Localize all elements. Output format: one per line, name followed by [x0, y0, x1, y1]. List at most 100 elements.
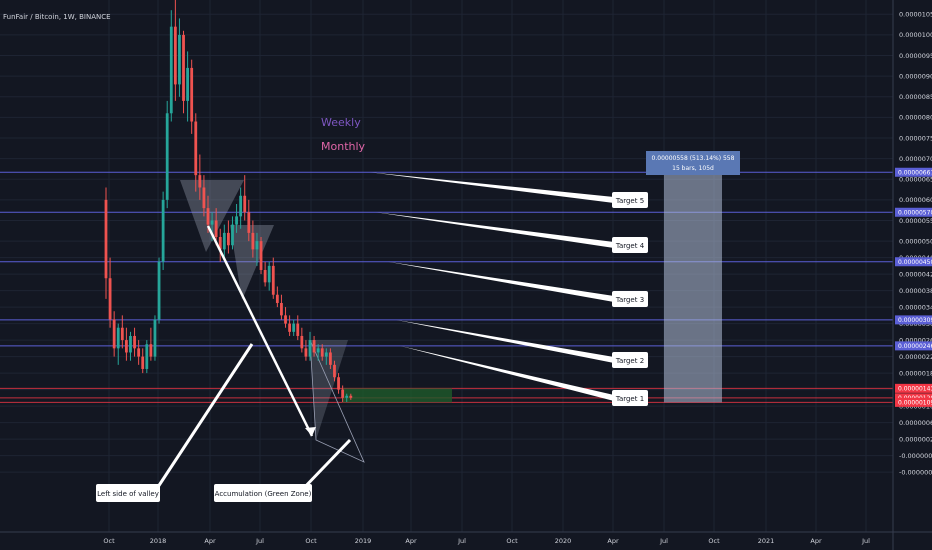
target-callout-box: [612, 352, 648, 368]
target-callout-box: [612, 237, 648, 253]
target-callout-label: Target 5: [615, 197, 644, 205]
downtrend-arrowhead: [305, 427, 316, 436]
candle-body: [169, 26, 173, 114]
candle-body: [239, 195, 243, 217]
price-labels: 0.00000667 0.00000570 0.00000450 0.00000309…: [895, 167, 932, 407]
candle-body: [231, 224, 234, 246]
candle-body: [173, 26, 177, 85]
measure-range-box: [664, 172, 722, 403]
target-callout-label: Target 2: [615, 357, 644, 365]
price-tick-label: 0.00000500: [899, 237, 932, 245]
candle-body: [222, 232, 226, 250]
time-tick-label: Oct: [506, 537, 518, 545]
grid: [0, 0, 893, 532]
price-tick-label: 0.00000750: [899, 134, 932, 142]
triangle-pattern-3: [310, 340, 348, 440]
candle-body: [125, 340, 128, 353]
candle-body: [308, 340, 312, 357]
price-label-text: 0.00000309: [898, 317, 932, 324]
price-axis[interactable]: 0.00001050 0.00001000 0.00000950 0.00000900…: [892, 0, 932, 550]
time-tick-label: Jul: [457, 537, 466, 545]
time-tick-label: 2019: [355, 537, 372, 545]
candle-body: [161, 199, 165, 262]
triangle-pattern-2: [230, 225, 274, 300]
legend-weekly: Weekly: [321, 111, 361, 130]
candle-body: [108, 278, 112, 320]
price-label-box: [895, 397, 932, 407]
price-tick-label: 0.00000340: [899, 303, 932, 311]
candle-body: [284, 315, 287, 324]
price-tick-label: 0.00000650: [899, 176, 932, 184]
price-tick-label: 0.00000800: [899, 114, 932, 122]
chart-title-text: FunFair / Bitcoin, 1W, BINANCE: [3, 13, 111, 21]
measure-label-box: [646, 151, 740, 175]
legend-weekly-label: Weekly: [321, 116, 361, 129]
price-label-text: 0.00000450: [898, 259, 932, 266]
price-label-text: 0.00000667: [898, 170, 932, 177]
candle-body: [194, 121, 198, 176]
candle-body: [337, 377, 340, 390]
price-tick-label: 0.00000550: [899, 217, 932, 225]
price-label-box: [895, 383, 932, 393]
price-label-box: [895, 207, 932, 217]
price-tick-label: -0.00000060: [899, 468, 932, 476]
time-tick-label: 2021: [758, 537, 775, 545]
candle-body: [333, 364, 336, 378]
price-tick-label: 0.00000380: [899, 287, 932, 295]
price-label-box: [895, 315, 932, 325]
legend-monthly: Monthly: [321, 135, 365, 154]
pattern-triangles: [180, 180, 365, 463]
time-tick-label: Apr: [204, 537, 216, 545]
trend-drawings: [154, 225, 352, 494]
candle-body: [292, 323, 296, 332]
time-axis[interactable]: Oct 2018 Apr Jul Oct 2019 Apr Jul Oct 2020 Apr Jul O…: [0, 531, 932, 545]
candle-body: [300, 335, 304, 349]
candle-body: [296, 323, 300, 336]
time-tick-label: Oct: [103, 537, 115, 545]
price-tick-label: 0.00000220: [899, 353, 932, 361]
candle-body: [149, 344, 153, 357]
accumulation-pointer: [298, 438, 352, 494]
candle-body: [349, 395, 353, 398]
candle-body: [227, 232, 230, 246]
candle-body: [280, 302, 283, 316]
candle-body: [263, 269, 267, 283]
candle-body: [190, 67, 194, 122]
candle-body: [178, 34, 181, 85]
price-tick-label: 0.00000600: [899, 196, 932, 204]
candle-body: [324, 352, 328, 357]
candle-body: [206, 208, 210, 225]
candle-body: [259, 241, 263, 270]
accumulation-rect: [342, 388, 452, 403]
price-tick-label: -0.00000020: [899, 452, 932, 460]
candle-body: [210, 220, 214, 225]
candle-body: [251, 232, 255, 250]
measure-tool: 0.00000558 (513.14%) 558 15 bars, 105d: [646, 151, 740, 403]
candle-body: [141, 356, 145, 369]
candle-body: [271, 265, 275, 295]
legend-monthly-label: Monthly: [321, 140, 366, 153]
left-valley-pointer: [154, 343, 254, 491]
candle-body: [186, 67, 189, 101]
candle-body: [157, 261, 161, 320]
candle-body: [112, 319, 116, 349]
candle-body: [345, 395, 349, 398]
time-tick-label: Apr: [405, 537, 417, 545]
target-callout-pointer: [376, 212, 614, 248]
candle-body: [312, 340, 316, 353]
candle-body: [214, 220, 218, 237]
target-callout-box: [612, 390, 648, 406]
candle-body: [137, 348, 141, 357]
time-tick-label: Oct: [305, 537, 317, 545]
price-label-text: 0.00000109: [898, 400, 932, 407]
candle-body: [202, 187, 206, 209]
accumulation-box: [214, 484, 312, 502]
candle-body: [133, 335, 136, 349]
candle-body: [165, 113, 169, 200]
target-callout-pointer: [396, 319, 614, 363]
candle-body: [275, 294, 279, 303]
price-tick-label: 0.00000020: [899, 435, 932, 443]
candle-body: [116, 327, 120, 349]
